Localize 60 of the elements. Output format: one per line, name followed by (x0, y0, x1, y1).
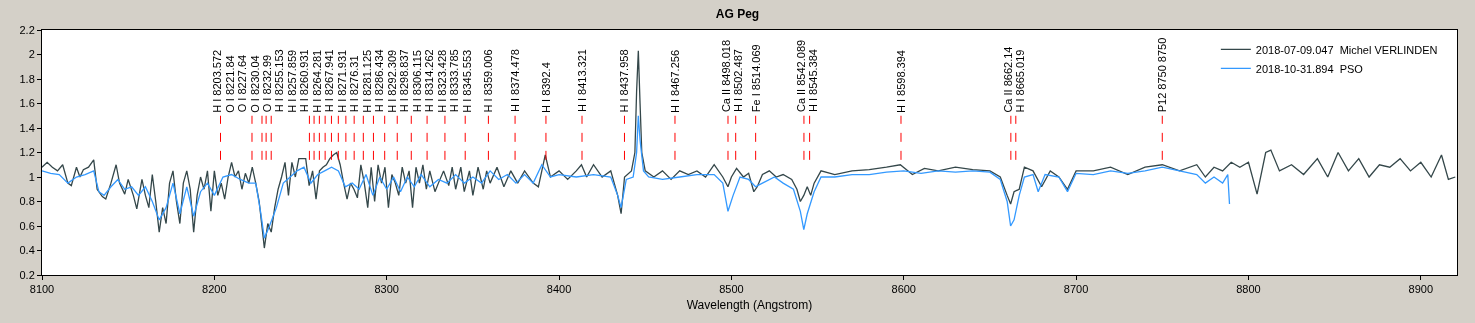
legend-label: 2018-07-09.047 Michel VERLINDEN (1255, 43, 1438, 56)
ref-line-label: O I 8221.84 (223, 55, 236, 113)
x-tick-label: 8400 (546, 283, 572, 296)
ref-line-label: H I 8267.941 (323, 49, 336, 113)
ref-line-label: H I 8298.837 (398, 49, 411, 113)
ref-line-label: H I 8281.125 (360, 49, 373, 113)
x-tick-label: 8700 (1063, 283, 1089, 296)
ref-line-label: H I 8264.281 (310, 49, 323, 113)
x-tick-label: 8300 (374, 283, 399, 296)
ref-line-label: H I 8545.384 (807, 49, 820, 113)
y-tick-label: 1 (28, 170, 35, 183)
ref-line-label: H I 8333.785 (448, 49, 461, 113)
ref-line-label: H I 8323.428 (435, 49, 448, 113)
y-tick-label: 1.8 (19, 72, 35, 85)
ref-line-label: H I 8306.115 (411, 50, 424, 113)
x-tick-label: 8900 (1408, 283, 1434, 296)
y-tick-label: 2 (28, 48, 35, 61)
ref-line-label: O I 8232.99 (261, 54, 274, 113)
y-tick-label: 0.8 (19, 195, 35, 208)
x-axis-title: Wavelength (Angstrom) (686, 298, 813, 313)
y-tick-label: 2.2 (19, 23, 35, 36)
ref-line-label: H I 8598.394 (894, 50, 907, 114)
ref-line-label: H I 8437.958 (618, 49, 631, 113)
ref-line-label: Ca II 8542.089 (795, 39, 807, 113)
ref-line-label: H I 8467.256 (668, 49, 681, 113)
ref-line-label: H I 8271.931 (335, 49, 348, 113)
ref-line-label: H I 8502.487 (732, 49, 745, 113)
ref-line-label: H I 8314.262 (423, 49, 436, 113)
ref-line-label: Ca II 8498.018 (720, 39, 733, 113)
ref-line-label: H I 8413.321 (575, 49, 588, 113)
ref-line-label: H I 8257.859 (285, 49, 298, 113)
ref-line-label: H I 8359.006 (482, 49, 495, 113)
ref-line-label: H I 8665.019 (1013, 49, 1026, 113)
chart-title: AG Peg (715, 7, 760, 22)
ref-line-label: H I 8345.553 (460, 49, 473, 113)
x-tick-label: 8200 (202, 283, 227, 296)
ref-line-label: H I 8392.4 (539, 62, 552, 113)
ref-line-label: Ca II 8662.14 (1001, 46, 1014, 113)
ref-line-label: P12 8750 8750 (1156, 37, 1169, 113)
ref-line-label: H I 8255.153 (273, 49, 286, 113)
y-tick-label: 0.6 (19, 219, 35, 232)
ref-line-label: H I 8292.309 (385, 49, 398, 113)
ref-line-label: H I 8374.478 (509, 49, 522, 113)
y-tick-label: 1.4 (19, 121, 35, 134)
ref-line-label: H I 8276.31 (348, 55, 361, 113)
x-tick-label: 8600 (891, 283, 916, 296)
y-tick-label: 1.6 (19, 97, 35, 110)
ref-line-label: H I 8286.434 (373, 49, 386, 113)
ref-line-label: H I 8260.931 (298, 49, 311, 113)
legend-label: 2018-10-31.894 PSO (1255, 62, 1364, 75)
ref-line-label: O I 8230.04 (248, 55, 261, 113)
ref-line-label: Fe I 8514.069 (750, 44, 763, 113)
y-tick-label: 0.4 (19, 244, 35, 257)
ref-line-label: O I 8227.64 (236, 54, 249, 113)
y-tick-label: 1.2 (19, 146, 35, 159)
x-tick-label: 8100 (29, 283, 55, 296)
x-tick-label: 8800 (1236, 283, 1261, 296)
ref-line-label: H I 8203.572 (210, 49, 223, 113)
x-tick-label: 8500 (719, 283, 744, 296)
y-tick-label: 0.2 (19, 268, 35, 281)
